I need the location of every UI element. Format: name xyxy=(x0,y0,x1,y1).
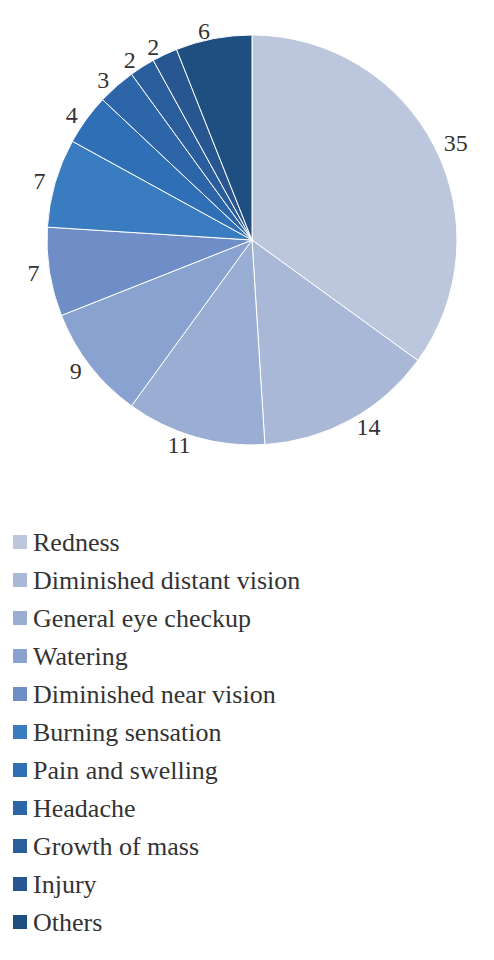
svg-text:General eye checkup: General eye checkup xyxy=(33,604,251,633)
svg-text:Redness: Redness xyxy=(33,528,120,557)
svg-text:Growth of mass: Growth of mass xyxy=(33,832,199,861)
svg-text:3: 3 xyxy=(97,67,109,93)
svg-text:2: 2 xyxy=(124,47,136,73)
svg-text:Others: Others xyxy=(33,908,102,937)
svg-text:Burning sensation: Burning sensation xyxy=(33,718,222,747)
svg-text:Injury: Injury xyxy=(33,870,97,899)
svg-text:11: 11 xyxy=(167,432,190,458)
svg-text:Diminished near vision: Diminished near vision xyxy=(33,680,276,709)
svg-text:6: 6 xyxy=(198,18,210,44)
svg-text:Watering: Watering xyxy=(33,642,128,671)
svg-text:4: 4 xyxy=(66,102,78,128)
svg-text:Diminished distant vision: Diminished distant vision xyxy=(33,566,300,595)
svg-text:Headache: Headache xyxy=(33,794,135,823)
svg-text:Pain and swelling: Pain and swelling xyxy=(33,756,218,785)
svg-text:35: 35 xyxy=(444,130,468,156)
svg-text:9: 9 xyxy=(70,358,82,384)
svg-text:14: 14 xyxy=(357,414,381,440)
svg-text:7: 7 xyxy=(33,168,45,194)
svg-text:2: 2 xyxy=(147,34,159,60)
svg-text:7: 7 xyxy=(28,260,40,286)
